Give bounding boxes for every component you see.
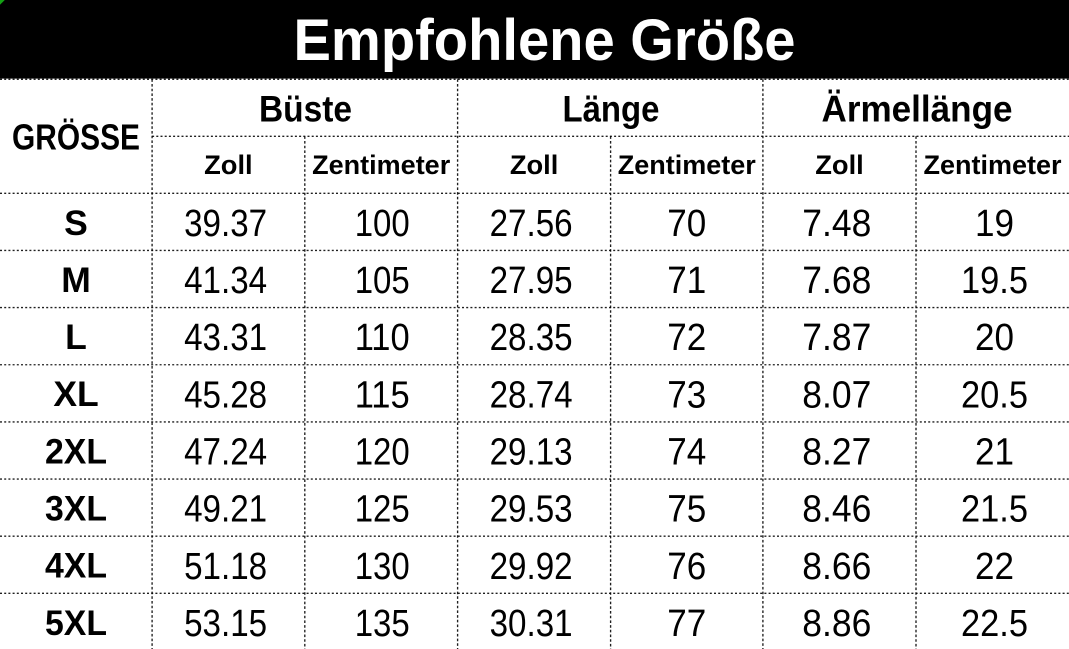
svg-text:Zentimeter: Zentimeter: [312, 150, 451, 180]
svg-text:41.34: 41.34: [184, 260, 267, 302]
svg-text:19: 19: [975, 203, 1014, 245]
svg-text:XL: XL: [53, 374, 98, 414]
svg-text:29.53: 29.53: [490, 489, 573, 531]
svg-text:72: 72: [667, 317, 706, 359]
svg-text:3XL: 3XL: [45, 489, 107, 529]
svg-text:77: 77: [667, 603, 706, 645]
svg-text:120: 120: [355, 432, 410, 474]
svg-text:GRÖSSE: GRÖSSE: [12, 117, 140, 158]
svg-text:21: 21: [975, 432, 1014, 474]
svg-text:19.5: 19.5: [961, 260, 1028, 302]
svg-text:27.95: 27.95: [490, 260, 573, 302]
svg-text:Zentimeter: Zentimeter: [618, 150, 757, 180]
svg-text:M: M: [61, 260, 91, 300]
svg-text:74: 74: [667, 432, 706, 474]
svg-text:39.37: 39.37: [184, 203, 267, 245]
svg-text:76: 76: [667, 546, 706, 588]
svg-text:43.31: 43.31: [184, 317, 267, 359]
svg-text:7.48: 7.48: [802, 203, 871, 245]
svg-text:73: 73: [667, 374, 706, 416]
svg-text:20.5: 20.5: [961, 374, 1028, 416]
svg-text:135: 135: [355, 603, 410, 645]
svg-text:Zoll: Zoll: [510, 150, 559, 180]
svg-text:28.35: 28.35: [490, 317, 573, 359]
svg-text:8.86: 8.86: [802, 603, 871, 645]
svg-text:49.21: 49.21: [184, 489, 267, 531]
svg-text:7.87: 7.87: [802, 317, 871, 359]
svg-text:Länge: Länge: [563, 89, 660, 130]
svg-text:27.56: 27.56: [490, 203, 573, 245]
svg-text:22.5: 22.5: [961, 603, 1028, 645]
svg-text:L: L: [65, 317, 87, 357]
svg-text:Zentimeter: Zentimeter: [923, 150, 1062, 180]
svg-text:4XL: 4XL: [45, 546, 107, 586]
svg-text:8.46: 8.46: [802, 489, 871, 531]
svg-text:71: 71: [667, 260, 706, 302]
svg-text:130: 130: [355, 546, 410, 588]
svg-text:Zoll: Zoll: [815, 150, 864, 180]
svg-text:75: 75: [667, 489, 706, 531]
svg-text:5XL: 5XL: [45, 603, 107, 643]
svg-text:45.28: 45.28: [184, 374, 267, 416]
svg-text:115: 115: [355, 374, 410, 416]
svg-text:Büste: Büste: [259, 89, 352, 130]
svg-text:110: 110: [355, 317, 410, 359]
svg-text:Zoll: Zoll: [204, 150, 253, 180]
svg-text:30.31: 30.31: [490, 603, 573, 645]
svg-text:S: S: [64, 203, 88, 243]
svg-text:53.15: 53.15: [184, 603, 267, 645]
svg-text:28.74: 28.74: [490, 374, 573, 416]
svg-text:70: 70: [667, 203, 706, 245]
svg-text:47.24: 47.24: [184, 432, 267, 474]
svg-text:8.27: 8.27: [802, 432, 871, 474]
svg-text:29.13: 29.13: [490, 432, 573, 474]
svg-text:Ärmellänge: Ärmellänge: [822, 89, 1013, 130]
svg-text:22: 22: [975, 546, 1014, 588]
svg-text:21.5: 21.5: [961, 489, 1028, 531]
svg-text:8.66: 8.66: [802, 546, 871, 588]
svg-text:100: 100: [355, 203, 410, 245]
svg-text:125: 125: [355, 489, 410, 531]
svg-text:2XL: 2XL: [45, 431, 107, 471]
svg-text:Empfohlene Größe: Empfohlene Größe: [294, 8, 796, 73]
svg-text:8.07: 8.07: [802, 374, 871, 416]
svg-text:7.68: 7.68: [802, 260, 871, 302]
svg-text:20: 20: [975, 317, 1014, 359]
svg-text:29.92: 29.92: [490, 546, 573, 588]
svg-text:51.18: 51.18: [184, 546, 267, 588]
svg-text:105: 105: [355, 260, 410, 302]
